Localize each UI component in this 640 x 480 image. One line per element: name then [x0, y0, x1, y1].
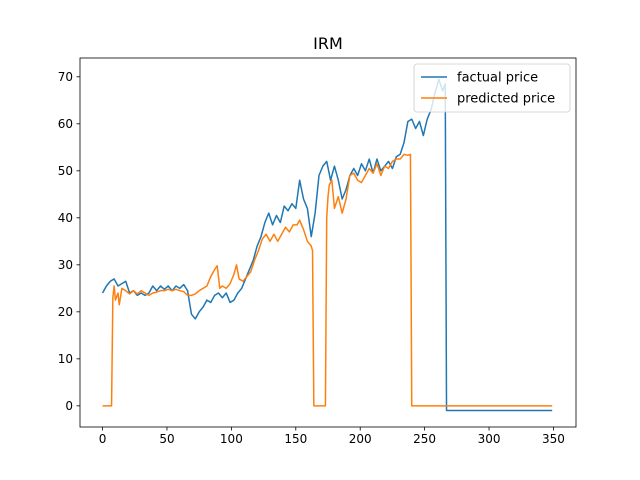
plot-area [79, 57, 577, 428]
legend-label-1: predicted price [457, 92, 555, 107]
y-axis: 0 10 20 30 40 50 60 70 [58, 70, 80, 413]
y-tick-label: 50 [58, 164, 73, 178]
x-axis: 0 50 100 150 200 250 300 350 [99, 427, 565, 446]
legend: factual price predicted price [413, 63, 571, 113]
x-tick-label: 300 [478, 432, 501, 446]
series-line-1 [102, 153, 553, 407]
legend-box [413, 63, 571, 113]
plot-frame [79, 57, 577, 428]
y-tick-label: 10 [58, 352, 73, 366]
y-tick-label: 0 [65, 399, 73, 413]
y-tick-label: 40 [58, 211, 73, 225]
x-tick-label: 250 [413, 432, 436, 446]
chart-title: IRM [313, 34, 343, 53]
x-tick-label: 200 [349, 432, 372, 446]
y-tick-label: 20 [58, 305, 73, 319]
legend-label-0: factual price [457, 71, 538, 86]
x-tick-label: 100 [220, 432, 243, 446]
x-tick-label: 350 [542, 432, 565, 446]
y-tick-label: 30 [58, 258, 73, 272]
y-tick-label: 70 [58, 70, 73, 84]
x-tick-label: 150 [284, 432, 307, 446]
series-line-0 [101, 78, 553, 412]
x-tick-label: 0 [99, 432, 107, 446]
x-tick-label: 50 [159, 432, 174, 446]
y-tick-label: 60 [58, 117, 73, 131]
